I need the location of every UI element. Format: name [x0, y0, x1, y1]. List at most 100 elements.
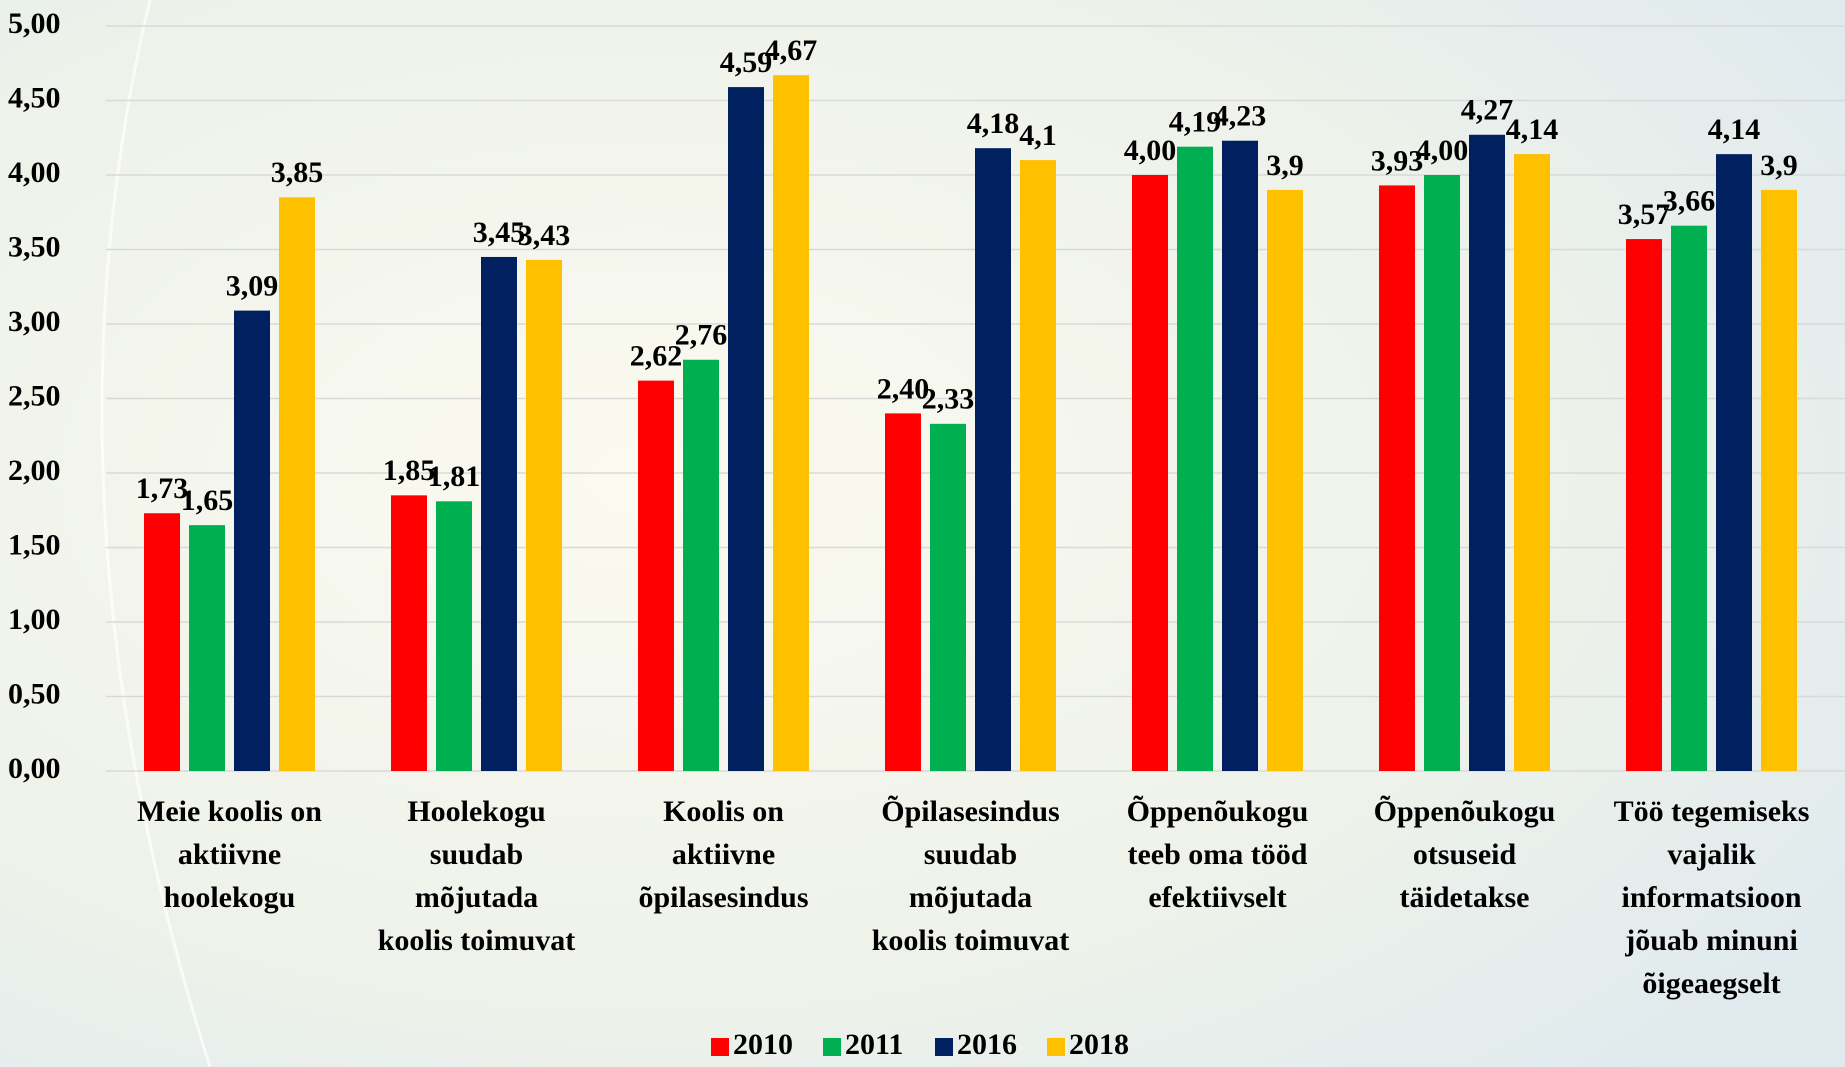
bar — [1469, 134, 1505, 771]
y-tick-label: 1,00 — [8, 603, 61, 636]
label-line: suudab — [924, 838, 1017, 871]
label-line: mõjutada — [909, 881, 1032, 914]
label-line: aktiivne — [672, 838, 775, 871]
label-line: hoolekogu — [164, 881, 296, 914]
label-line: otsuseid — [1413, 838, 1517, 871]
label-line: jõuab minuni — [1624, 924, 1798, 957]
data-label: 4,23 — [1214, 100, 1267, 133]
y-tick-label: 1,50 — [8, 528, 61, 561]
legend-label: 2010 — [733, 1028, 793, 1061]
bar — [1514, 154, 1550, 771]
bar — [1177, 146, 1213, 771]
x-tick-label: Töö tegemiseks vajalik informatsioon jõuab … — [1614, 795, 1810, 1000]
legend-swatch — [823, 1038, 841, 1056]
bar — [391, 495, 427, 771]
bar — [481, 256, 517, 771]
bar — [526, 259, 562, 771]
bar — [683, 359, 719, 771]
data-label: 4,59 — [720, 46, 773, 79]
data-label: 4,14 — [1506, 113, 1559, 146]
x-tick-label: Õpilasesindus suudab mõjutada koolis toimuv… — [872, 795, 1070, 957]
data-label: 1,81 — [428, 460, 481, 493]
bar — [975, 148, 1011, 771]
label-line: Koolis on — [663, 795, 784, 828]
x-tick-label: Õppenõukogu teeb oma tööd efektiivselt — [1127, 795, 1309, 914]
y-tick-label: 5,00 — [8, 7, 61, 40]
legend-label: 2011 — [845, 1028, 903, 1061]
label-line: vajalik — [1667, 838, 1756, 871]
data-label: 4,14 — [1708, 113, 1761, 146]
data-label: 2,33 — [922, 383, 975, 416]
legend-swatch — [711, 1038, 729, 1056]
label-line: Õpilasesindus — [881, 795, 1059, 828]
decor-curve — [100, 0, 212, 1067]
bar — [1671, 225, 1707, 771]
bar — [279, 197, 315, 772]
legend-swatch — [935, 1038, 953, 1056]
label-line: efektiivselt — [1148, 881, 1286, 914]
data-label: 4,1 — [1019, 119, 1057, 152]
data-label: 2,76 — [675, 319, 728, 352]
data-label: 3,66 — [1663, 185, 1716, 218]
bar — [1020, 160, 1056, 772]
y-tick-label: 4,00 — [8, 156, 61, 189]
data-label: 1,85 — [383, 454, 436, 487]
data-label: 3,93 — [1371, 144, 1424, 177]
data-label: 2,40 — [877, 372, 930, 405]
data-label: 4,00 — [1416, 134, 1469, 167]
x-tick-label: Hoolekogu suudab mõjutada koolis toimuvat — [378, 795, 576, 957]
y-tick-label: 0,00 — [8, 752, 61, 785]
data-label: 3,09 — [226, 269, 279, 302]
data-label: 3,9 — [1760, 149, 1798, 182]
label-line: informatsioon — [1622, 881, 1802, 914]
bar — [234, 310, 270, 771]
data-label: 3,85 — [271, 156, 324, 189]
bar — [885, 413, 921, 771]
bar — [930, 423, 966, 771]
y-tick-label: 3,00 — [8, 305, 61, 338]
data-label: 4,67 — [765, 34, 818, 67]
data-label: 1,73 — [136, 472, 189, 505]
bar — [1716, 154, 1752, 771]
label-line: mõjutada — [415, 881, 538, 914]
y-tick-label: 4,50 — [8, 81, 61, 114]
data-label: 4,27 — [1461, 94, 1514, 127]
data-label: 1,65 — [181, 484, 234, 517]
x-tick-label: Meie koolis on aktiivne hoolekogu — [137, 795, 322, 914]
bar — [1424, 175, 1460, 771]
label-line: täidetakse — [1400, 881, 1530, 914]
data-label: 3,45 — [473, 216, 526, 249]
y-tick-label: 2,50 — [8, 379, 61, 412]
label-line: koolis toimuvat — [872, 924, 1070, 957]
bar — [436, 501, 472, 771]
data-label: 4,19 — [1169, 106, 1222, 139]
bar — [773, 75, 809, 772]
bar — [1379, 185, 1415, 771]
label-line: teeb oma tööd — [1128, 838, 1308, 871]
x-tick-label: Koolis on aktiivne õpilasesindus — [638, 795, 808, 914]
label-line: koolis toimuvat — [378, 924, 576, 957]
legend-swatch — [1047, 1038, 1065, 1056]
label-line: suudab — [430, 838, 523, 871]
bar — [1761, 189, 1797, 771]
bar — [1267, 189, 1303, 771]
bar — [1222, 140, 1258, 772]
data-label: 3,9 — [1266, 149, 1304, 182]
label-line: Töö tegemiseks — [1614, 795, 1810, 828]
label-line: aktiivne — [178, 838, 281, 871]
bar — [728, 87, 764, 772]
data-label: 2,62 — [630, 340, 683, 373]
label-line: Meie koolis on — [137, 795, 322, 828]
bar — [189, 525, 225, 771]
bar — [1132, 175, 1168, 771]
y-tick-label: 0,50 — [8, 677, 61, 710]
data-label: 3,57 — [1618, 198, 1671, 231]
label-line: õpilasesindus — [638, 881, 808, 914]
legend-label: 2018 — [1069, 1028, 1129, 1061]
y-tick-label: 2,00 — [8, 454, 61, 487]
data-label: 3,43 — [518, 219, 571, 252]
data-label: 4,18 — [967, 107, 1020, 140]
label-line: Õppenõukogu — [1127, 795, 1309, 828]
label-line: Õppenõukogu — [1374, 795, 1556, 828]
